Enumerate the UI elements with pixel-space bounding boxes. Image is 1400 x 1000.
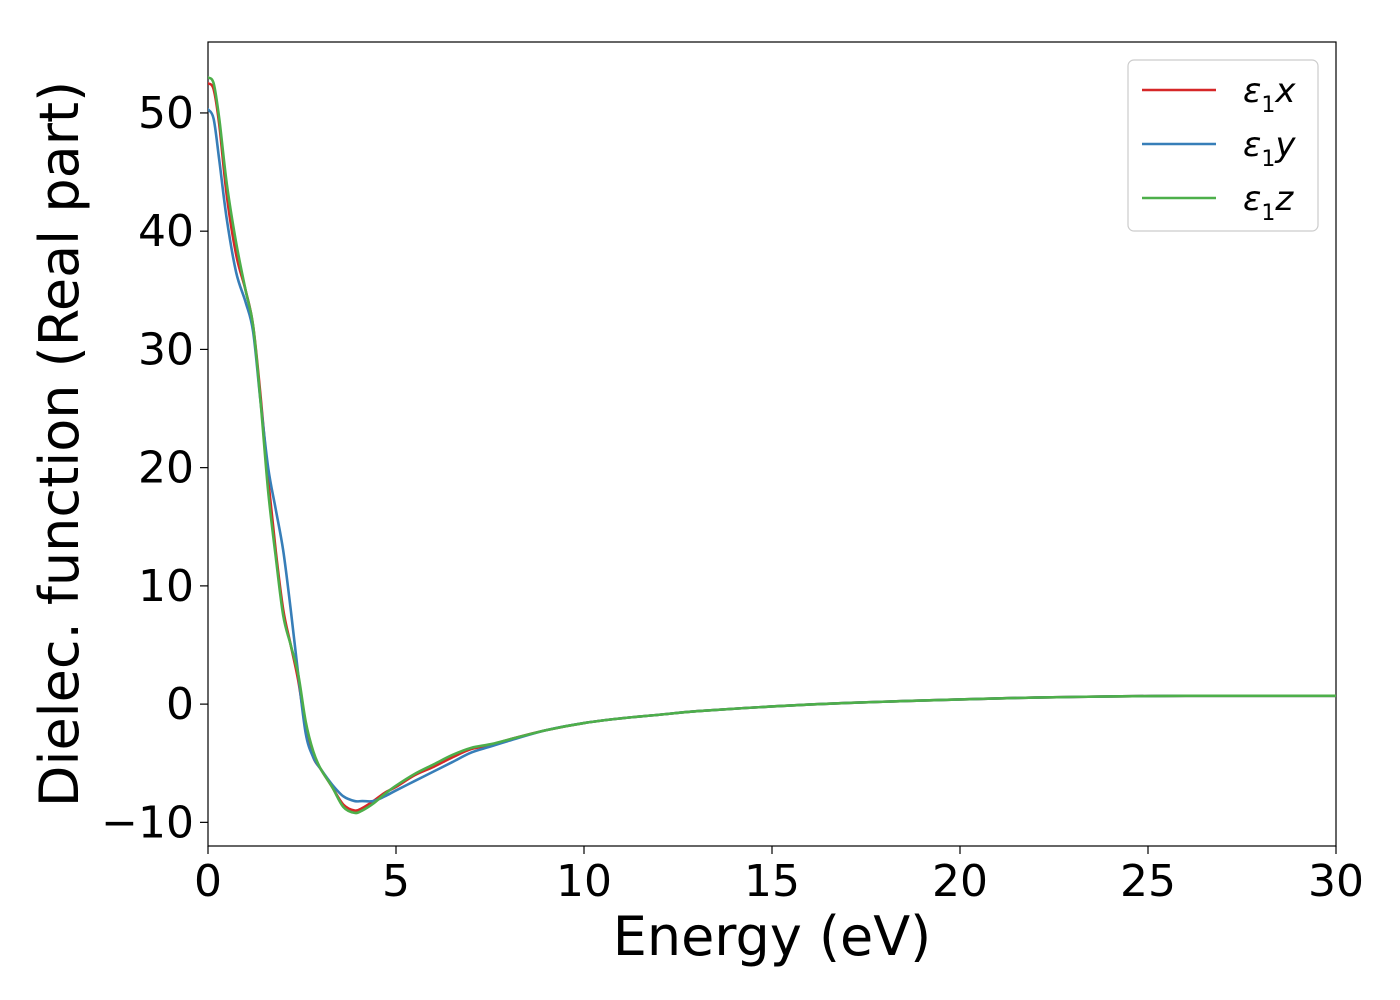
- y-axis-label: Dielec. function (Real part): [28, 81, 91, 807]
- x-tick-label: 30: [1308, 856, 1364, 907]
- legend-label-z: ε1z: [1243, 179, 1294, 226]
- x-tick-label: 25: [1120, 856, 1176, 907]
- x-tick-label: 0: [194, 856, 222, 907]
- legend: ε1x ε1y ε1z: [1127, 59, 1319, 232]
- x-tick-label: 5: [382, 856, 410, 907]
- y-tick-label: 50: [138, 88, 194, 139]
- y-tick-label: 40: [138, 206, 194, 257]
- x-tick-label: 20: [932, 856, 988, 907]
- y-tick-label: 0: [166, 679, 194, 730]
- x-tick-label: 15: [744, 856, 800, 907]
- x-axis-label: Energy (eV): [613, 905, 932, 968]
- series-layer: [208, 76, 1336, 815]
- y-tick-label: 30: [138, 324, 194, 375]
- legend-box: [1127, 59, 1319, 232]
- legend-label-y: ε1y: [1243, 125, 1296, 172]
- legend-label-x: ε1x: [1243, 71, 1296, 118]
- legend-items: ε1x ε1y ε1z: [1142, 71, 1296, 226]
- y-axis-ticks: −10 0 10 20 30 40 50: [101, 88, 208, 848]
- y-tick-label: 10: [138, 561, 194, 612]
- x-axis-ticks: 0 5 10 15 20 25 30: [194, 846, 1364, 907]
- y-tick-label: −10: [101, 797, 194, 848]
- y-tick-label: 20: [138, 443, 194, 494]
- series-line-z: [208, 76, 1336, 815]
- x-tick-label: 10: [556, 856, 612, 907]
